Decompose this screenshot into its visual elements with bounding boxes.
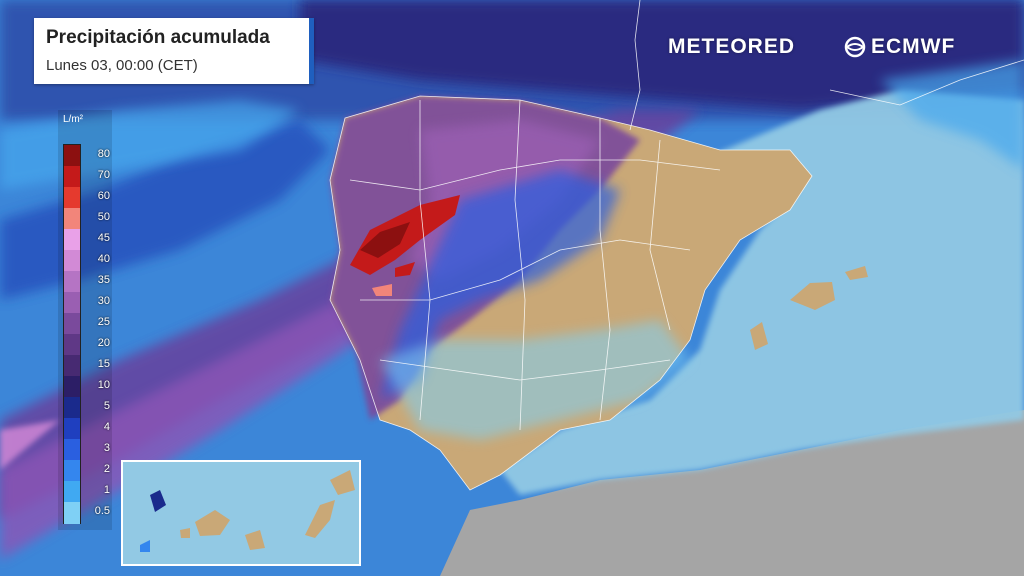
ecmwf-swirl-icon <box>844 36 866 58</box>
legend-swatch <box>64 460 80 482</box>
legend-swatch <box>64 397 80 419</box>
legend-label: 20 <box>97 336 110 349</box>
meteored-logo: METEORED <box>668 35 795 59</box>
legend-color-bar <box>63 144 81 524</box>
legend-label: 30 <box>97 294 110 307</box>
map-title: Precipitación acumulada <box>46 27 270 48</box>
canary-islands-inset <box>121 460 361 566</box>
legend-label: 2 <box>103 462 110 475</box>
legend-swatch <box>64 313 80 335</box>
legend-label: 4 <box>103 420 110 433</box>
ecmwf-logo: ECMWF <box>842 35 955 59</box>
legend-swatch <box>64 271 80 293</box>
legend-label: 80 <box>97 147 110 160</box>
legend-swatch <box>64 502 80 524</box>
precipitation-legend: L/m² 80 70 60 50 45 40 35 30 25 20 15 10 5 4 3 2 1 0.5 <box>58 110 112 530</box>
legend-label: 3 <box>103 441 110 454</box>
legend-label: 5 <box>103 399 110 412</box>
legend-label: 50 <box>97 210 110 223</box>
legend-unit: L/m² <box>63 114 83 125</box>
legend-label: 15 <box>97 357 110 370</box>
legend-swatch <box>64 418 80 440</box>
legend-label: 10 <box>97 378 110 391</box>
legend-swatch <box>64 208 80 230</box>
map-subtitle: Lunes 03, 00:00 (CET) <box>46 57 198 74</box>
legend-swatch <box>64 355 80 377</box>
legend-label: 40 <box>97 252 110 265</box>
title-panel: Precipitación acumulada Lunes 03, 00:00 … <box>34 18 314 84</box>
legend-swatch <box>64 145 80 167</box>
legend-swatch <box>64 229 80 251</box>
legend-swatch <box>64 439 80 461</box>
legend-swatch <box>64 187 80 209</box>
meteored-logo-text: METEORED <box>668 35 796 58</box>
legend-label: 25 <box>97 315 110 328</box>
legend-swatch <box>64 166 80 188</box>
ecmwf-logo-text: ECMWF <box>871 35 956 58</box>
legend-label: 0.5 <box>94 504 110 517</box>
legend-label: 1 <box>103 483 110 496</box>
legend-swatch <box>64 292 80 314</box>
legend-swatch <box>64 376 80 398</box>
legend-swatch <box>64 481 80 503</box>
legend-swatch <box>64 334 80 356</box>
legend-swatch <box>64 250 80 272</box>
legend-label: 45 <box>97 231 110 244</box>
legend-label: 35 <box>97 273 110 286</box>
legend-label: 60 <box>97 189 110 202</box>
title-accent-bar <box>309 18 314 84</box>
legend-label: 70 <box>97 168 110 181</box>
